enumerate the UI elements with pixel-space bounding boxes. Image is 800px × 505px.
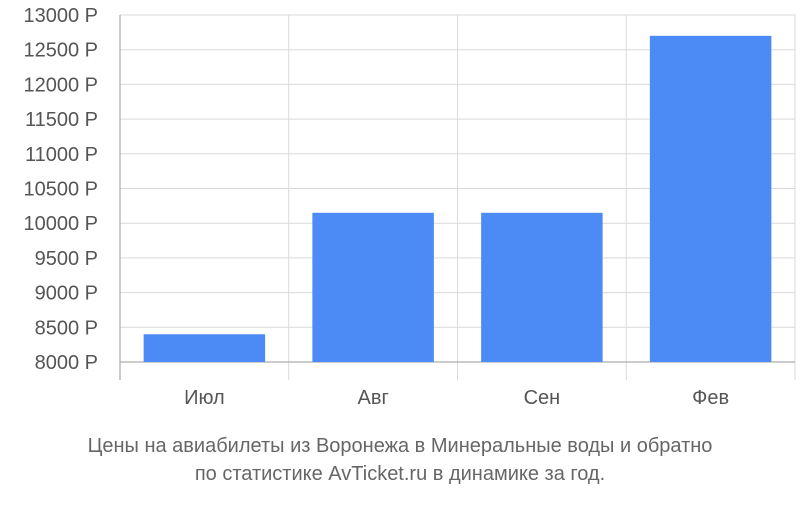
x-tick-label: Сен bbox=[524, 387, 561, 409]
bar-1 bbox=[143, 334, 266, 362]
y-tick-label: 13000 Р bbox=[23, 5, 98, 27]
grid bbox=[119, 14, 796, 380]
y-tick-label: 11500 Р bbox=[25, 109, 98, 131]
y-tick-label: 10000 Р bbox=[23, 213, 98, 235]
bars bbox=[143, 35, 772, 362]
y-tick-label: 9000 Р bbox=[35, 283, 98, 305]
x-tick-label: Авг bbox=[357, 387, 388, 409]
y-tick-label: 10500 Р bbox=[23, 179, 98, 201]
x-tick-label: Фев bbox=[692, 387, 729, 409]
chart-caption-line-1: Цены на авиабилеты из Воронежа в Минерал… bbox=[87, 435, 713, 457]
y-tick-labels: 8000 Р 8500 Р 9000 Р 9500 Р 10000 Р 10500 Р 11… bbox=[23, 5, 98, 374]
x-tick-labels: Июл Авг Сен Фев bbox=[184, 387, 729, 409]
y-tick-label: 12000 Р bbox=[23, 74, 98, 96]
bar-3 bbox=[481, 212, 603, 362]
bar-4 bbox=[649, 35, 772, 362]
y-tick-label: 9500 Р bbox=[35, 248, 98, 270]
y-tick-label: 12500 Р bbox=[23, 40, 98, 62]
y-tick-label: 11000 Р bbox=[25, 144, 98, 166]
chart-caption-line-2: по статистике AvTicket.ru в динамике за … bbox=[194, 463, 606, 485]
y-tick-label: 8000 Р bbox=[35, 352, 98, 374]
x-tick-label: Июл bbox=[184, 387, 225, 409]
y-tick-label: 8500 Р bbox=[35, 317, 98, 339]
bar-2 bbox=[312, 212, 434, 362]
